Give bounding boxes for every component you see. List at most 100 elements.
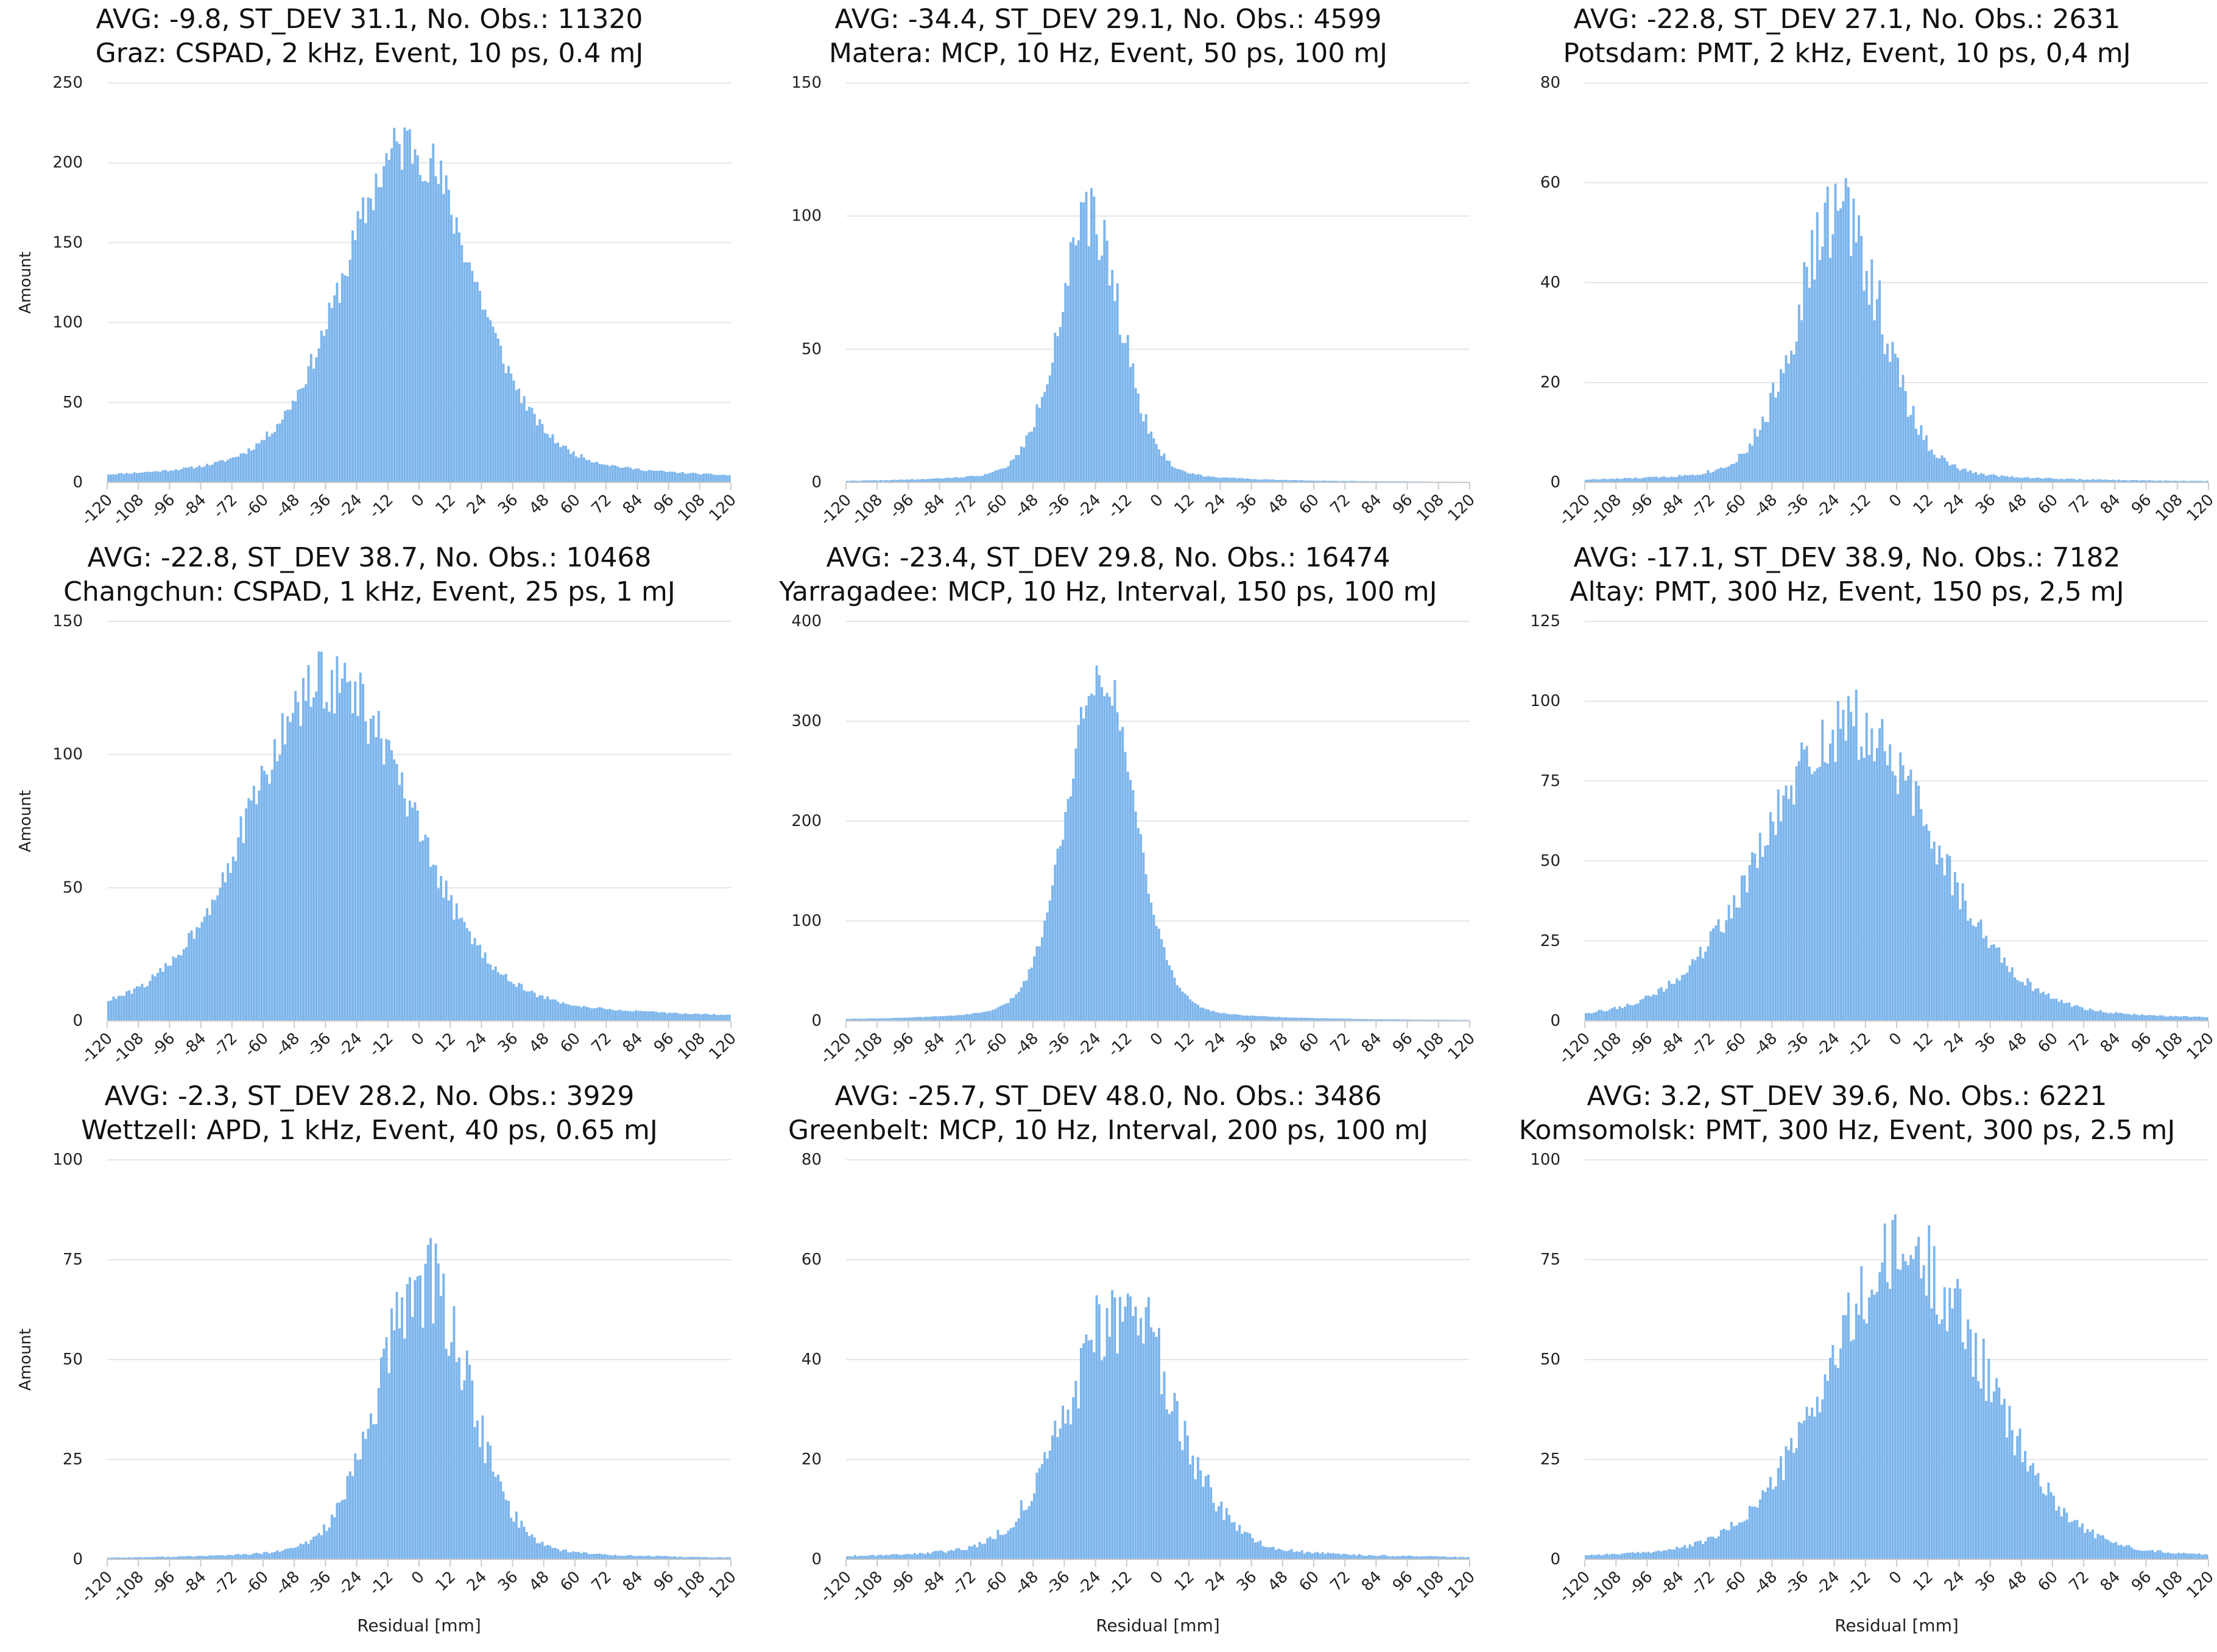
histogram-bar [1977,922,1980,1021]
histogram-bar [1376,1019,1379,1021]
x-tick-label: 24 [463,491,491,518]
histogram-bar [1093,1352,1096,1559]
histogram-bar [1264,1547,1267,1559]
histogram-bar [1394,1556,1397,1559]
histogram-bar [1119,1297,1121,1559]
histogram-bar [1936,1315,1938,1559]
histogram-bar [455,1361,458,1559]
histogram-bar [1764,845,1767,1021]
histogram-bar [323,708,326,1021]
histogram-bar [305,384,308,482]
histogram-bar [1608,1555,1611,1559]
histogram-bar [1829,1358,1831,1559]
histogram-bar [2195,481,2198,482]
histogram-bar [364,223,367,482]
x-tick-label: 96 [2128,1568,2155,1595]
histogram-bar [1103,219,1106,482]
histogram-bar [1451,1557,1454,1559]
histogram-bar [1331,1553,1334,1559]
histogram-bar [713,1557,716,1559]
histogram-bar [551,999,554,1021]
histogram-bar [1735,907,1738,1021]
histogram-bar [2133,1549,2136,1559]
histogram-bar [190,930,193,1021]
histogram-bar [924,479,926,482]
histogram-bar [1629,1004,1632,1021]
histogram-bar [2148,480,2151,482]
histogram-bar [1928,831,1931,1021]
y-tick-label: 0 [72,1012,83,1030]
histogram-bar [344,1499,347,1559]
histogram-bar [463,922,466,1021]
histogram-bar [1746,1519,1749,1559]
histogram-bar [1337,1018,1340,1021]
histogram-bar [598,1007,601,1021]
histogram-bar [468,262,471,482]
histogram-bar [146,471,149,482]
chart-panel-greenbelt: AVG: -25.7, ST_DEV 48.0, No. Obs.: 3486 … [739,1077,1479,1636]
histogram-bar [1108,1336,1111,1559]
histogram-bar [1300,1017,1303,1021]
histogram-bar [2195,1554,2198,1559]
histogram-bar [1834,1364,1837,1559]
chart-panel-potsdam: AVG: -22.8, ST_DEV 27.1, No. Obs.: 2631 … [1478,0,2217,538]
histogram-bar [416,1276,419,1559]
x-tick-label: -48 [1750,1568,1781,1599]
histogram-bar [372,715,375,1021]
histogram-bar [1090,693,1093,1021]
histogram-bar [507,1500,510,1559]
histogram-bar [655,1555,658,1559]
histogram-bar [715,1557,718,1559]
histogram-bar [1173,978,1176,1021]
histogram-bar [1953,1288,1956,1559]
histogram-bar [1155,1336,1158,1559]
histogram-bar [1093,196,1096,482]
histogram-bar [424,1263,427,1559]
histogram-bar [671,471,674,482]
histogram-bar [1707,946,1710,1021]
histogram-bar [149,1557,152,1559]
histogram-bar [2047,478,2050,482]
histogram-bar [1816,1396,1819,1559]
histogram-bar [1803,1421,1806,1559]
histogram-bar [1101,1360,1104,1559]
histogram-bar [278,423,281,482]
histogram-bar [585,1552,588,1559]
histogram-bar [1691,959,1694,1021]
histogram-bar [2086,1010,2089,1021]
histogram-bar [1243,479,1246,482]
histogram-bar [1251,479,1254,482]
histogram-bar [1883,751,1886,1021]
histogram-bar [1959,909,1962,1021]
histogram-bar [2156,1550,2159,1559]
histogram-bar [1758,429,1761,482]
histogram-bar [1082,202,1085,482]
histogram-bar [1668,980,1671,1021]
histogram-bar [1407,1019,1410,1021]
histogram-bar [2166,480,2169,482]
x-tick-label: -24 [1812,1568,1843,1599]
histogram-bar [242,1554,245,1559]
histogram-bar [989,473,992,482]
histogram-bar [426,1244,429,1559]
histogram-bar [1147,894,1150,1021]
histogram-bar [970,1014,973,1021]
histogram-bar [393,759,396,1021]
histogram-bar [978,1012,981,1021]
histogram-bar [1868,1297,1870,1559]
x-tick-label: 24 [1941,491,1969,518]
x-tick-label: -36 [1042,491,1073,522]
histogram-bar [2039,478,2042,482]
histogram-bar [678,1556,682,1559]
histogram-bar [227,1555,230,1559]
histogram-bar [869,480,872,482]
histogram-bar [320,330,323,482]
histogram-bar [1126,335,1129,482]
histogram-bar [1306,1551,1309,1559]
histogram-bar [1220,478,1223,482]
x-tick-label: -60 [1719,1029,1750,1061]
histogram-bar [848,1556,851,1559]
histogram-bar [1066,799,1070,1021]
histogram-bar [1652,1551,1655,1559]
histogram-bar [2203,1017,2206,1021]
